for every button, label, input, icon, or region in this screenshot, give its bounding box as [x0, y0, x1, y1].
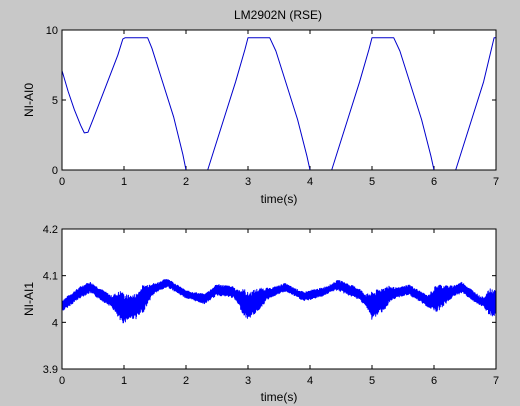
- y-tick-label: 0: [52, 165, 58, 177]
- x-tick-label: 7: [493, 375, 499, 387]
- y-axis-label: NI-AI0: [22, 83, 36, 117]
- axis-ticks: 0 1 2 3 4 5 6 7 0 5 10: [46, 25, 499, 188]
- x-tick-label: 2: [183, 375, 189, 387]
- x-tick-label: 3: [245, 176, 251, 188]
- subplot-ai0: LM2902N (RSE) 0 1 2 3 4 5 6 7 0 5 10 time(s) NI-AI…: [22, 8, 499, 206]
- subplot-ai1: 0 1 2 3 4 5 6 7 3.9 4 4.1 4.2 time(s) NI-AI1: [22, 224, 499, 404]
- y-tick-label: 5: [52, 95, 58, 107]
- x-tick-label: 4: [307, 176, 313, 188]
- series-line-ai0: [61, 37, 496, 171]
- x-tick-label: 5: [369, 375, 375, 387]
- x-axis-label: time(s): [261, 390, 298, 404]
- chart-title: LM2902N (RSE): [234, 8, 322, 22]
- x-tick-label: 4: [307, 375, 313, 387]
- axis-ticks: 0 1 2 3 4 5 6 7 3.9 4 4.1 4.2: [43, 224, 499, 387]
- y-axis-label: NI-AI1: [22, 282, 36, 316]
- y-tick-label: 4.1: [43, 271, 58, 283]
- x-tick-label: 1: [121, 375, 127, 387]
- y-tick-label: 10: [46, 25, 58, 37]
- x-tick-label: 0: [59, 176, 65, 188]
- x-axis-label: time(s): [261, 192, 298, 206]
- x-tick-label: 6: [431, 176, 437, 188]
- plot-frame: [61, 228, 497, 370]
- y-tick-label: 3.9: [43, 364, 58, 376]
- x-tick-label: 2: [183, 176, 189, 188]
- y-tick-label: 4.2: [43, 224, 58, 236]
- x-tick-label: 5: [369, 176, 375, 188]
- plot-area: [62, 30, 496, 170]
- x-tick-label: 6: [431, 375, 437, 387]
- x-tick-label: 1: [121, 176, 127, 188]
- series-line-ai1: [61, 279, 497, 324]
- x-tick-label: 0: [59, 375, 65, 387]
- plot-frame: [61, 29, 497, 171]
- x-tick-label: 7: [493, 176, 499, 188]
- y-tick-label: 4: [52, 317, 58, 329]
- x-tick-label: 3: [245, 375, 251, 387]
